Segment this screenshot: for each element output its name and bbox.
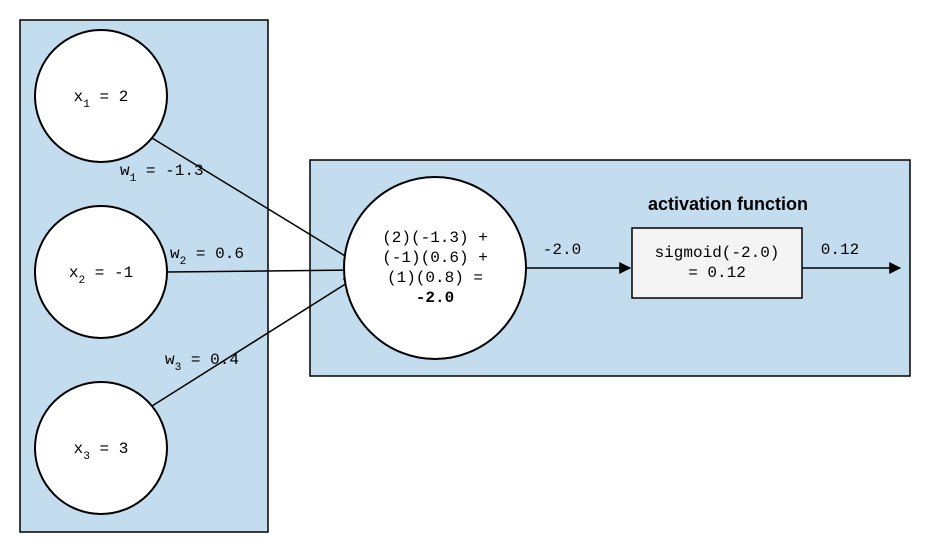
- activation-header: activation function: [648, 194, 808, 214]
- activation-line2: = 0.12: [688, 264, 746, 282]
- sum-node: [344, 177, 526, 359]
- sum-result: -2.0: [416, 289, 454, 307]
- output-label: 0.12: [821, 241, 859, 259]
- sum-line-3: (1)(0.8) =: [387, 269, 483, 287]
- mid-arrow-label: -2.0: [543, 241, 581, 259]
- sum-line-1: (2)(-1.3) +: [382, 229, 488, 247]
- activation-box: [632, 228, 802, 298]
- sum-line-2: (-1)(0.6) +: [382, 249, 488, 267]
- activation-line1: sigmoid(-2.0): [655, 244, 780, 262]
